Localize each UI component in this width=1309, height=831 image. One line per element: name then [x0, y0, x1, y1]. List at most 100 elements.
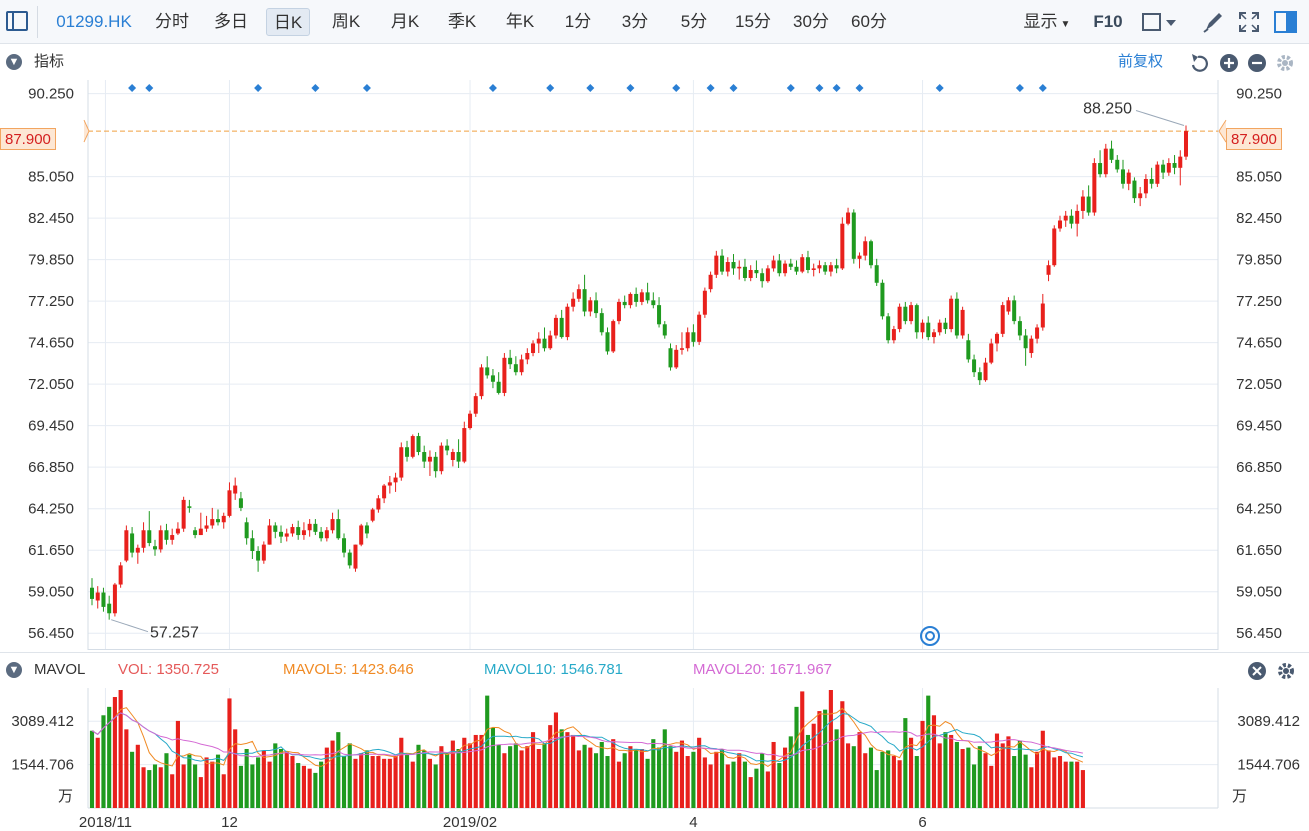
candle [353, 544, 358, 569]
period-tab-3[interactable]: 周K [331, 12, 361, 31]
candle [101, 592, 106, 607]
price-tick-right: 64.250 [1236, 501, 1282, 518]
candle [817, 265, 822, 269]
period-tab-6[interactable]: 年K [505, 12, 535, 31]
candle [605, 332, 610, 352]
draw-pen-icon[interactable] [1200, 8, 1226, 36]
collapse-arrow-icon[interactable]: ▼ [6, 662, 22, 678]
max-price-annotation: 88.250 [1083, 101, 1132, 118]
chart-type-menu[interactable] [1140, 8, 1184, 36]
volume-bar [519, 750, 524, 808]
vol-legend-label: VOL: [118, 661, 153, 678]
candle [714, 255, 719, 275]
current-price-tag-left: 87.900 [0, 128, 56, 150]
fullscreen-icon[interactable] [1236, 8, 1262, 36]
candle [697, 314, 702, 342]
ma5-legend: MAVOL5: 1423.646 [283, 660, 414, 680]
volume-bar [1017, 740, 1022, 808]
volume-indicator-title[interactable]: MAVOL [34, 661, 86, 678]
volume-bar [198, 777, 203, 808]
period-tab-10[interactable]: 15分 [735, 12, 771, 31]
period-tab-2[interactable]: 日K [266, 8, 310, 36]
zoom-out-icon[interactable] [1248, 54, 1266, 72]
candle [760, 273, 765, 282]
volume-bar [387, 758, 392, 808]
event-marker-icon [626, 84, 635, 92]
candle [112, 584, 117, 614]
candle [204, 525, 209, 529]
candle [210, 519, 215, 526]
event-marker-icon [832, 84, 841, 92]
volume-bar [972, 764, 977, 808]
candle [1120, 169, 1125, 184]
settings-gear-icon[interactable] [1278, 663, 1294, 679]
volume-bar [330, 740, 335, 808]
volume-bar [536, 749, 541, 808]
period-tab-8[interactable]: 3分 [621, 12, 649, 31]
volume-bar [107, 706, 112, 808]
period-tab-1[interactable]: 多日 [214, 12, 248, 31]
f10-button[interactable]: F10 [1093, 12, 1123, 31]
candle [794, 266, 799, 272]
candle [319, 531, 324, 539]
volume-bar [1069, 761, 1074, 808]
display-menu[interactable]: 显示 ▼ [1018, 8, 1076, 36]
panel-toggle-icon[interactable] [1272, 8, 1300, 36]
period-tab-4[interactable]: 月K [390, 12, 420, 31]
period-tab-5[interactable]: 季K [447, 12, 477, 31]
candle [107, 603, 112, 614]
candle [548, 335, 553, 349]
close-icon[interactable] [1248, 662, 1266, 680]
candle [399, 447, 404, 478]
candle [307, 523, 312, 531]
candle [359, 525, 364, 545]
candle [198, 528, 203, 536]
candle [679, 348, 684, 350]
volume-bar [261, 750, 266, 808]
price-tag-arrow-right [1218, 119, 1227, 143]
indicator-label[interactable]: 指标 [34, 53, 65, 70]
price-tick-right: 74.650 [1236, 335, 1282, 352]
candle [1155, 164, 1160, 184]
candle [571, 298, 576, 307]
candle [525, 353, 530, 360]
volume-unit-left: 万 [58, 788, 73, 805]
volume-bar [1040, 730, 1045, 808]
period-tab-9[interactable]: 5分 [680, 12, 708, 31]
volume-bar [926, 695, 931, 808]
candle [576, 289, 581, 299]
volume-chart[interactable]: 3089.412 3089.412 1544.706 1544.706 万 万 2018/1… [0, 688, 1309, 831]
volume-bar [382, 758, 387, 808]
candle [1183, 131, 1189, 157]
undo-icon[interactable] [1191, 54, 1208, 72]
x-axis-label: 4 [689, 814, 697, 831]
period-tab-7[interactable]: 1分 [564, 12, 592, 31]
period-tab-0[interactable]: 分时 [155, 12, 189, 31]
candle [422, 452, 427, 462]
volume-bar [313, 772, 318, 808]
volume-bar [668, 746, 673, 808]
candle [1000, 305, 1005, 334]
settings-gear-icon[interactable] [1277, 55, 1293, 71]
ma10-legend-label: MAVOL10: [484, 661, 557, 678]
period-tab-11[interactable]: 30分 [793, 12, 829, 31]
volume-bar [336, 732, 341, 808]
candle [565, 306, 570, 338]
volume-bar [685, 756, 690, 808]
collapse-arrow-icon[interactable]: ▼ [6, 54, 22, 70]
candle [616, 301, 621, 322]
candle [313, 523, 318, 532]
candle [513, 364, 518, 373]
candlestick-chart[interactable]: 90.250 90.250 85.050 85.050 82.450 82.450 79.8… [0, 80, 1309, 650]
candle [966, 340, 971, 360]
sidebar-toggle-icon[interactable] [6, 11, 28, 31]
period-tab-12[interactable]: 60分 [851, 12, 887, 31]
candle [903, 306, 908, 322]
candle [639, 292, 644, 302]
zoom-in-icon[interactable] [1220, 54, 1238, 72]
volume-bar [347, 743, 352, 808]
symbol-code[interactable]: 01299.HK [56, 12, 132, 31]
adjust-mode-button[interactable]: 前复权 [1118, 53, 1164, 70]
candle [347, 552, 352, 566]
volume-bar [1046, 750, 1051, 808]
